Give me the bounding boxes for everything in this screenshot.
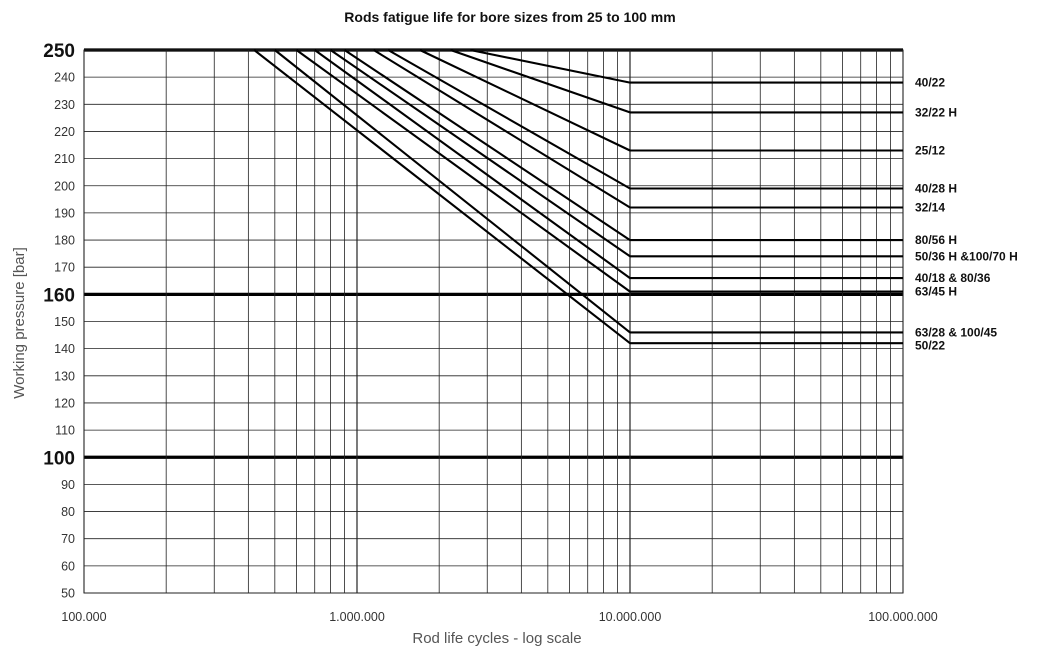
- y-tick-label: 190: [54, 206, 75, 220]
- x-tick-label: 10.000.000: [599, 610, 662, 624]
- y-tick-label: 240: [54, 71, 75, 85]
- series-line-5: [373, 49, 903, 209]
- series-label: 63/45 H: [915, 285, 957, 299]
- grid: [83, 48, 904, 594]
- y-tick-label: 180: [54, 234, 75, 248]
- series-line-6: [343, 49, 903, 242]
- y-tick-label: 250: [43, 41, 75, 62]
- series-lines: [253, 48, 903, 345]
- x-tick-label: 100.000: [61, 610, 106, 624]
- series-labels: 40/22 32/22 H 25/12 40/28 H 32/14 80/56 H 50/3…: [915, 76, 1018, 353]
- chart-title: Rods fatigue life for bore sizes from 25…: [344, 9, 675, 25]
- y-tick-label: 210: [54, 152, 75, 166]
- series-line-8: [314, 49, 903, 280]
- series-label: 40/28 H: [915, 182, 957, 196]
- y-tick-label: 200: [54, 179, 75, 193]
- series-line-1: [470, 48, 903, 84]
- series-line-4: [387, 49, 903, 190]
- y-tick-label: 110: [55, 424, 75, 438]
- y-tick-label: 160: [43, 285, 75, 306]
- series-label: 80/56 H: [915, 233, 957, 247]
- y-tick-label: 90: [61, 478, 75, 492]
- y-tick-label: 50: [61, 587, 75, 601]
- y-tick-label: 60: [61, 559, 75, 573]
- x-tick-label: 1.000.000: [329, 610, 385, 624]
- y-tick-label: 120: [54, 397, 75, 411]
- series-label: 50/22: [915, 338, 945, 352]
- y-tick-label: 100: [43, 448, 75, 469]
- series-label: 63/28 & 100/45: [915, 325, 997, 339]
- y-tick-label: 170: [54, 261, 75, 275]
- series-label: 50/36 H &100/70 H: [915, 249, 1018, 263]
- series-label: 32/22 H: [915, 105, 957, 119]
- y-tick-label: 130: [54, 369, 75, 383]
- series-line-10: [274, 49, 903, 334]
- y-tick-label: 150: [54, 315, 75, 329]
- tick-labels: 50 60 70 80 90 100 110 120 130 140 150 160 170 180 190…: [43, 41, 938, 624]
- y-tick-label: 140: [54, 342, 75, 356]
- y-tick-label: 220: [54, 125, 75, 139]
- series-label: 40/18 & 80/36: [915, 271, 991, 285]
- y-axis-title: Working pressure [bar]: [11, 247, 28, 398]
- series-label: 25/12: [915, 144, 945, 158]
- x-axis-title: Rod life cycles - log scale: [412, 630, 581, 647]
- series-line-11: [253, 49, 903, 345]
- series-line-3: [419, 49, 903, 152]
- series-label: 40/22: [915, 76, 945, 90]
- y-tick-label: 230: [54, 98, 75, 112]
- y-tick-label: 80: [61, 505, 75, 519]
- series-label: 32/14: [915, 201, 945, 215]
- y-tick-label: 70: [61, 532, 75, 546]
- series-line-9: [295, 49, 903, 293]
- x-tick-label: 100.000.000: [868, 610, 938, 624]
- series-line-7: [329, 49, 903, 258]
- plot-border: [83, 49, 904, 594]
- series-line-2: [450, 49, 903, 114]
